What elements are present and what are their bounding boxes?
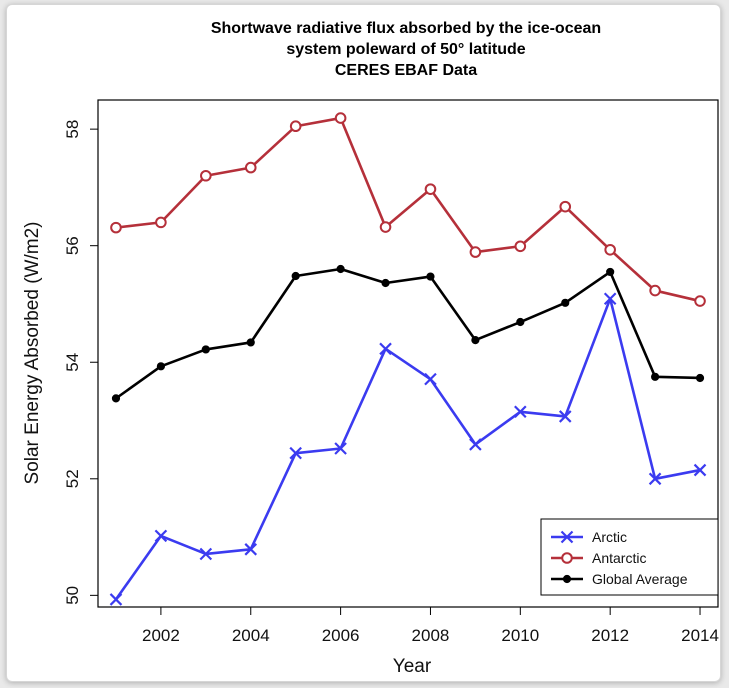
data-point-antarctic [604, 243, 616, 256]
x-tick-label: 2014 [681, 626, 719, 645]
data-point-global-average [246, 338, 255, 347]
chart-title-line-1: Shortwave radiative flux absorbed by the… [211, 20, 601, 37]
data-point-arctic [514, 405, 527, 419]
data-point-arctic [648, 472, 662, 486]
data-point-arctic [154, 529, 168, 543]
data-point-arctic [244, 543, 258, 556]
data-point-global-average [201, 345, 210, 354]
series-arctic [109, 292, 707, 606]
legend-marker-global-average [562, 574, 572, 584]
data-point-global-average [381, 278, 390, 288]
x-tick-label: 2008 [412, 626, 450, 645]
data-point-global-average [111, 394, 121, 403]
series-line-arctic [114, 297, 701, 601]
data-point-antarctic [244, 161, 257, 174]
data-point-antarctic [514, 240, 527, 253]
plot-area-frame [97, 99, 719, 608]
chart-title-line-2: system poleward of 50° latitude [286, 41, 525, 58]
data-point-antarctic [469, 246, 482, 258]
data-point-global-average [156, 362, 165, 371]
x-tick-label: 2006 [322, 626, 360, 645]
data-point-antarctic [289, 120, 302, 133]
series-antarctic [110, 112, 706, 307]
x-tick-label: 2012 [591, 626, 629, 645]
data-point-arctic-stroke [199, 547, 213, 561]
series-layer [109, 112, 707, 606]
data-point-arctic [424, 372, 437, 386]
y-axis-label: Solar Energy Absorbed (W/m2) [22, 222, 43, 485]
legend-label-global-average: Global Average [592, 571, 688, 587]
legend: Arctic Antarctic Global Average [540, 518, 719, 596]
data-point-global-average [516, 317, 525, 327]
data-point-global-average [336, 264, 345, 274]
x-tick-label: 2002 [142, 626, 180, 645]
chart-title: Shortwave radiative flux absorbed by the… [211, 20, 601, 79]
data-point-arctic-stroke [379, 342, 392, 356]
data-point-arctic [379, 342, 392, 356]
data-point-antarctic [694, 295, 706, 307]
data-point-arctic [558, 410, 572, 423]
data-point-arctic [334, 442, 347, 455]
data-point-arctic-stroke [648, 472, 662, 486]
y-tick-label: 54 [63, 353, 82, 372]
data-point-antarctic [155, 216, 167, 229]
x-tick-label: 2004 [232, 626, 270, 645]
data-point-antarctic [200, 169, 212, 182]
data-point-arctic-stroke [154, 529, 168, 543]
data-point-global-average [606, 267, 615, 277]
data-point-arctic-stroke [244, 543, 258, 556]
legend-marker-antarctic [561, 552, 573, 564]
data-point-arctic [469, 438, 482, 451]
chart-title-line-3: CERES EBAF Data [335, 62, 477, 79]
data-point-arctic-stroke [693, 463, 707, 477]
data-point-antarctic [424, 183, 437, 195]
data-point-antarctic [559, 200, 572, 213]
data-point-arctic-stroke [603, 292, 617, 305]
data-point-antarctic [649, 284, 661, 297]
legend-marker-arctic-stroke [560, 530, 574, 544]
series-line-global-average [115, 267, 701, 400]
series-global-average [111, 264, 705, 403]
x-axis: 2002 2004 2006 2008 2010 2012 2014 [142, 607, 719, 645]
data-point-global-average [471, 335, 480, 345]
data-point-arctic [603, 292, 617, 305]
data-point-arctic-stroke [558, 410, 572, 423]
legend-label-arctic: Arctic [592, 529, 627, 545]
data-point-arctic [109, 593, 123, 606]
data-point-global-average [426, 272, 435, 281]
data-point-antarctic [379, 221, 392, 233]
data-point-antarctic [110, 221, 122, 234]
series-line-antarctic [115, 116, 701, 303]
data-point-antarctic [334, 112, 347, 124]
data-point-arctic-stroke [109, 593, 123, 606]
data-point-arctic [289, 446, 302, 460]
data-point-global-average [695, 373, 705, 383]
data-point-arctic-stroke [289, 446, 302, 460]
y-tick-label: 56 [63, 236, 82, 255]
data-point-global-average [561, 298, 570, 307]
x-tick-label: 2010 [501, 626, 539, 645]
y-tick-label: 50 [63, 586, 82, 605]
data-point-arctic [693, 463, 707, 477]
x-axis-label: Year [393, 656, 432, 677]
y-tick-label: 58 [63, 120, 82, 139]
legend-marker-arctic [560, 530, 574, 544]
data-point-arctic-stroke [514, 405, 527, 419]
data-point-global-average [291, 271, 300, 281]
data-point-arctic-stroke [334, 442, 347, 455]
data-point-arctic-stroke [469, 438, 482, 451]
data-point-global-average [651, 372, 660, 381]
y-tick-label: 52 [63, 469, 82, 488]
data-point-arctic-stroke [424, 372, 437, 386]
data-point-arctic [199, 547, 213, 561]
legend-label-antarctic: Antarctic [592, 550, 646, 566]
y-axis: 50 52 54 56 58 [63, 120, 98, 605]
